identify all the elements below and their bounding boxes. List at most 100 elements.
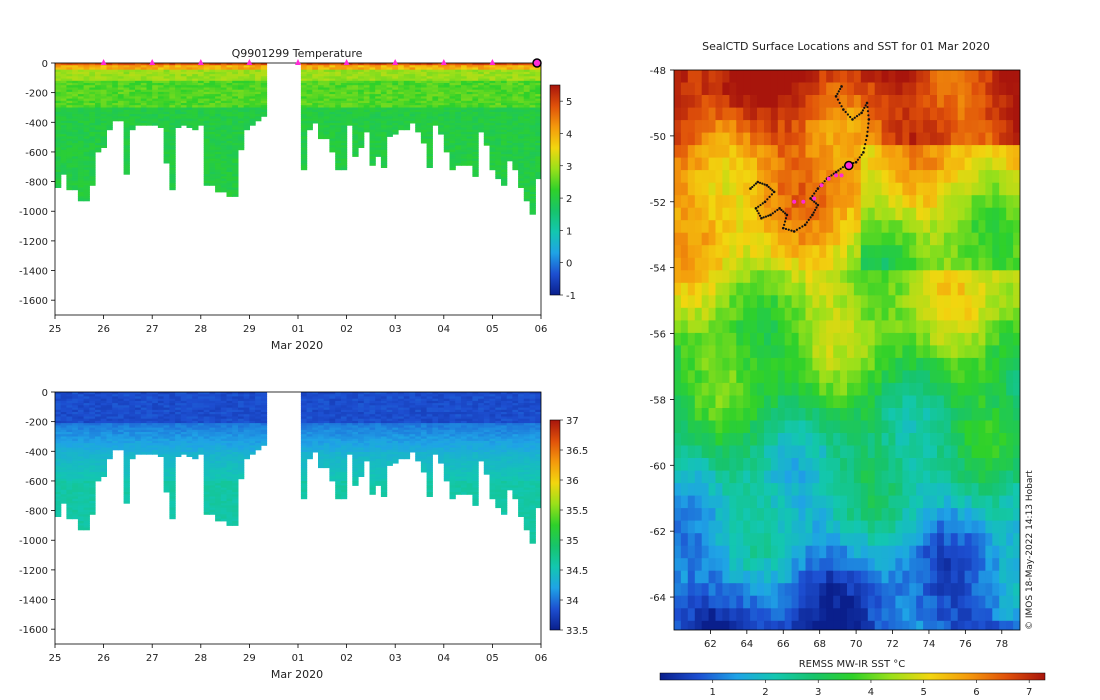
- profile-cell: [392, 109, 399, 113]
- profile-cell: [83, 123, 90, 126]
- profile-cell: [489, 65, 496, 68]
- profile-cell: [72, 158, 79, 162]
- profile-cell: [169, 472, 176, 475]
- profile-cell: [466, 134, 473, 137]
- profile-cell: [249, 78, 256, 82]
- profile-cell: [175, 89, 182, 93]
- profile-cell: [72, 114, 79, 117]
- profile-cell: [415, 71, 422, 75]
- profile-cell: [215, 483, 222, 486]
- profile-cell: [306, 91, 313, 95]
- profile-cell: [375, 63, 382, 66]
- profile-cell: [243, 87, 250, 91]
- profile-cell: [135, 123, 142, 126]
- profile-cell: [66, 514, 73, 517]
- profile-cell: [123, 469, 130, 473]
- profile-cell: [95, 427, 102, 431]
- profile-cell: [77, 74, 85, 77]
- profile-cell: [329, 111, 336, 115]
- profile-cell: [300, 467, 308, 471]
- profile-cell: [209, 469, 216, 473]
- profile-cell: [163, 76, 170, 79]
- profile-cell: [523, 174, 531, 177]
- profile-cell: [117, 423, 125, 426]
- profile-cell: [466, 156, 473, 160]
- profile-cell: [472, 89, 479, 93]
- profile-cell: [249, 440, 256, 444]
- profile-cell: [495, 78, 502, 82]
- profile-cell: [215, 169, 222, 173]
- profile-cell: [523, 185, 531, 188]
- profile-cell: [495, 176, 502, 180]
- profile-cell: [346, 118, 353, 122]
- profile-cell: [135, 65, 142, 68]
- profile-cell: [352, 65, 359, 68]
- profile-cell: [306, 114, 313, 117]
- profile-cell: [129, 114, 136, 117]
- profile-cell: [77, 403, 85, 406]
- profile-cell: [232, 449, 239, 453]
- profile-cell: [380, 156, 388, 160]
- profile-cell: [89, 512, 96, 515]
- profile-cell: [455, 85, 462, 88]
- profile-cell: [380, 80, 388, 84]
- profile-cell: [83, 512, 90, 515]
- temperature-x-axis: 25 26 27 28 29 01 02 03 04 05 06: [49, 315, 547, 335]
- profile-cell: [226, 67, 233, 71]
- profile-cell: [220, 501, 228, 504]
- profile-cell: [180, 427, 188, 431]
- profile-cell: [220, 123, 228, 126]
- profile-cell: [512, 131, 519, 135]
- profile-cell: [83, 107, 90, 111]
- profile-cell: [112, 423, 119, 426]
- profile-cell: [495, 80, 502, 84]
- profile-cell: [340, 87, 348, 91]
- profile-cell: [472, 85, 479, 88]
- profile-cell: [215, 96, 222, 100]
- profile-cell: [529, 94, 536, 97]
- profile-cell: [335, 145, 342, 148]
- profile-cell: [89, 154, 96, 157]
- profile-cell: [323, 85, 330, 88]
- profile-cell: [455, 118, 462, 122]
- profile-cell: [472, 116, 479, 120]
- profile-cell: [426, 156, 433, 160]
- profile-cell: [117, 436, 125, 440]
- profile-cell: [95, 78, 102, 82]
- profile-cell: [318, 407, 325, 411]
- profile-cell: [232, 474, 239, 477]
- profile-cell: [398, 123, 405, 126]
- profile-cell: [112, 78, 119, 82]
- profile-cell: [169, 151, 176, 155]
- profile-cell: [226, 89, 233, 93]
- profile-cell: [501, 127, 508, 131]
- profile-cell: [300, 118, 308, 122]
- profile-cell: [192, 416, 199, 420]
- profile-cell: [335, 147, 342, 151]
- profile-cell: [209, 474, 216, 477]
- profile-cell: [443, 131, 451, 135]
- profile-cell: [323, 111, 330, 115]
- profile-cell: [83, 111, 90, 115]
- profile-cell: [392, 89, 399, 93]
- profile-cell: [461, 140, 468, 144]
- profile-cell: [83, 194, 90, 197]
- profile-cell: [232, 138, 239, 142]
- profile-cell: [140, 440, 148, 444]
- profile-cell: [106, 416, 113, 420]
- profile-cell: [255, 80, 262, 84]
- profile-cell: [523, 65, 531, 68]
- profile-cell: [169, 438, 176, 442]
- profile-cell: [209, 432, 216, 435]
- profile-cell: [243, 103, 250, 106]
- profile-cell: [72, 116, 79, 120]
- profile-cell: [489, 83, 496, 86]
- profile-cell: [523, 89, 531, 93]
- profile-cell: [129, 409, 136, 413]
- profile-cell: [443, 118, 451, 122]
- profile-cell: [146, 449, 153, 453]
- profile-cell: [66, 105, 73, 108]
- profile-cell: [146, 100, 153, 104]
- profile-cell: [123, 496, 130, 500]
- profile-cell: [209, 156, 216, 160]
